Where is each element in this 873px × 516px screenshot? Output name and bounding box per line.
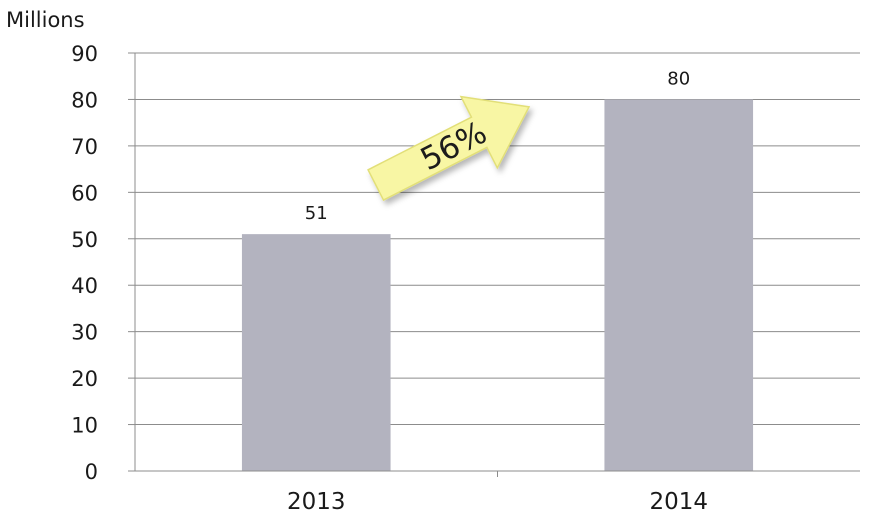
y-tick-labels: 0 10 20 30 40 50 60 70 80 90 [71, 42, 98, 484]
y-tick-label: 70 [71, 135, 98, 159]
x-tick-label: 2014 [649, 489, 708, 515]
bars [241, 99, 754, 471]
y-axis-title: Millions [6, 8, 85, 32]
growth-arrow-label: 56% [415, 115, 493, 178]
growth-arrow-shape [367, 95, 531, 202]
bar-2014 [604, 99, 754, 471]
y-tick-label: 80 [71, 88, 98, 112]
y-tick-label: 20 [71, 367, 98, 391]
y-tick-label: 90 [71, 42, 98, 66]
data-label: 80 [667, 68, 690, 89]
y-tick-label: 60 [71, 181, 98, 205]
bar-2013 [241, 234, 391, 471]
x-tick-label: 2013 [287, 489, 346, 515]
y-tick-label: 0 [85, 460, 98, 484]
axes [134, 53, 860, 477]
data-label: 51 [305, 203, 328, 224]
y-tick-label: 30 [71, 321, 98, 345]
y-tick-label: 40 [71, 274, 98, 298]
x-tick-labels: 2013 2014 [287, 489, 708, 515]
y-tick-label: 50 [71, 228, 98, 252]
data-labels: 51 80 [305, 68, 690, 224]
y-tick-label: 10 [71, 414, 98, 438]
